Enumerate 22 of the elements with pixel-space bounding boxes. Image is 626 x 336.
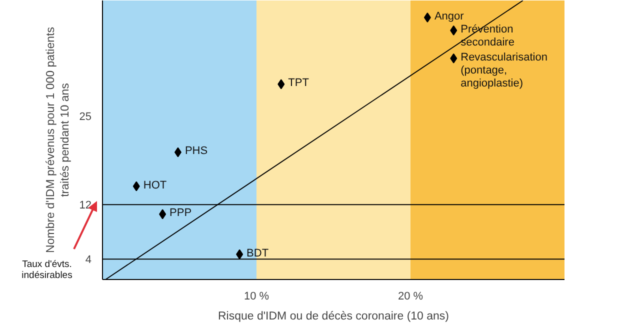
annotation: Revascularisation (pontage, angioplastie) <box>460 51 548 90</box>
y-axis-title: Nombre d'IDM prévenus pour 1 000 patients traités pendant 10 ans <box>44 26 72 253</box>
y-tick-label: 4 <box>85 254 92 266</box>
point <box>132 181 140 192</box>
point <box>278 79 285 90</box>
point <box>450 53 458 64</box>
annotation: TPT <box>288 77 310 90</box>
y-tick-label: 25 <box>79 111 92 124</box>
annotation: Angor <box>434 10 464 23</box>
x-tick-label: 10 % <box>244 290 270 302</box>
annotation: PPP <box>170 207 192 220</box>
point <box>236 249 244 260</box>
annotation: HOT <box>143 179 167 192</box>
text: Taux d'évts. indésirables <box>20 259 74 282</box>
point <box>174 147 182 158</box>
point <box>450 25 458 36</box>
x-tick-label: 20 % <box>398 290 424 302</box>
annotation: PHS <box>184 145 208 158</box>
x-axis-title: Risque d'IDM ou de décès coronaire (10 ans) <box>218 310 450 322</box>
point <box>159 209 166 220</box>
point <box>424 12 431 23</box>
annotation: BDT <box>246 247 269 260</box>
